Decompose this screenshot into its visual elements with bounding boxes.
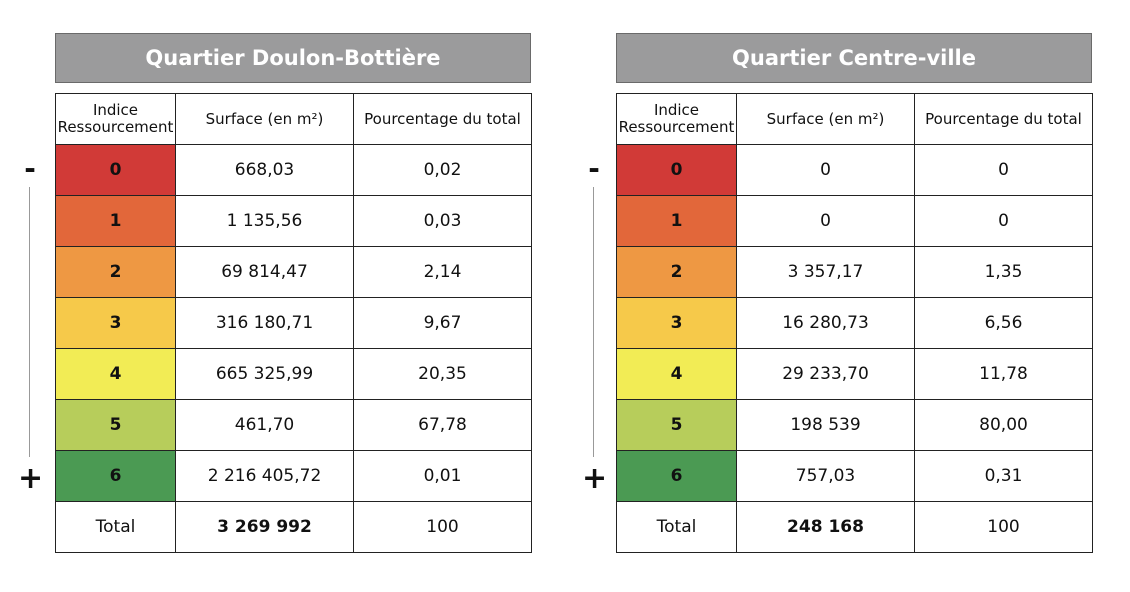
index-cell: 2 <box>616 246 737 298</box>
data-table: Indice Ressourcement Surface (en m²) Pou… <box>616 93 1093 553</box>
percentage-cell: 2,14 <box>353 246 532 298</box>
table-row: 5 198 539 80,00 <box>616 399 1093 451</box>
scale-plus-sign: + <box>18 461 44 496</box>
table-row: 3 316 180,71 9,67 <box>55 297 532 349</box>
total-row: Total 248 168 100 <box>616 501 1093 553</box>
percentage-cell: 0 <box>914 144 1093 196</box>
percentage-cell: 0 <box>914 195 1093 247</box>
percentage-cell: 20,35 <box>353 348 532 400</box>
index-cell: 2 <box>55 246 176 298</box>
header-pourcentage: Pourcentage du total <box>914 93 1093 145</box>
surface-cell: 198 539 <box>736 399 915 451</box>
surface-cell: 757,03 <box>736 450 915 502</box>
surface-cell: 0 <box>736 144 915 196</box>
surface-cell: 461,70 <box>175 399 354 451</box>
percentage-cell: 6,56 <box>914 297 1093 349</box>
surface-cell: 69 814,47 <box>175 246 354 298</box>
percentage-cell: 67,78 <box>353 399 532 451</box>
index-cell: 4 <box>616 348 737 400</box>
table-row: 2 3 357,17 1,35 <box>616 246 1093 298</box>
index-cell: 6 <box>55 450 176 502</box>
panel-centre-ville: Quartier Centre-ville Indice Ressourceme… <box>616 33 1093 553</box>
scale-line <box>29 187 30 457</box>
table-row: 6 757,03 0,31 <box>616 450 1093 502</box>
index-cell: 0 <box>616 144 737 196</box>
scale-line <box>593 187 594 457</box>
scale-minus-sign: - <box>24 152 36 185</box>
surface-cell: 1 135,56 <box>175 195 354 247</box>
table-row: 4 665 325,99 20,35 <box>55 348 532 400</box>
index-cell: 0 <box>55 144 176 196</box>
surface-cell: 0 <box>736 195 915 247</box>
index-cell: 3 <box>55 297 176 349</box>
index-cell: 3 <box>616 297 737 349</box>
table-row: 5 461,70 67,78 <box>55 399 532 451</box>
table-row: 1 0 0 <box>616 195 1093 247</box>
total-surface: 3 269 992 <box>175 501 354 553</box>
total-row: Total 3 269 992 100 <box>55 501 532 553</box>
scale-left: - + <box>18 147 43 494</box>
index-cell: 1 <box>616 195 737 247</box>
header-indice: Indice Ressourcement <box>616 93 737 145</box>
total-label: Total <box>616 501 737 553</box>
percentage-cell: 1,35 <box>914 246 1093 298</box>
total-percentage: 100 <box>353 501 532 553</box>
percentage-cell: 0,01 <box>353 450 532 502</box>
panel-title: Quartier Doulon-Bottière <box>55 33 531 83</box>
index-cell: 6 <box>616 450 737 502</box>
panel-doulon-bottiere: Quartier Doulon-Bottière Indice Ressourc… <box>55 33 532 553</box>
surface-cell: 16 280,73 <box>736 297 915 349</box>
index-cell: 1 <box>55 195 176 247</box>
surface-cell: 665 325,99 <box>175 348 354 400</box>
header-indice: Indice Ressourcement <box>55 93 176 145</box>
scale-plus-sign: + <box>582 461 608 496</box>
panel-title: Quartier Centre-ville <box>616 33 1092 83</box>
index-cell: 4 <box>55 348 176 400</box>
total-label: Total <box>55 501 176 553</box>
total-percentage: 100 <box>914 501 1093 553</box>
surface-cell: 2 216 405,72 <box>175 450 354 502</box>
percentage-cell: 0,31 <box>914 450 1093 502</box>
percentage-cell: 9,67 <box>353 297 532 349</box>
index-cell: 5 <box>616 399 737 451</box>
surface-cell: 3 357,17 <box>736 246 915 298</box>
header-surface: Surface (en m²) <box>736 93 915 145</box>
scale-right: - + <box>582 147 607 494</box>
percentage-cell: 11,78 <box>914 348 1093 400</box>
table-row: 1 1 135,56 0,03 <box>55 195 532 247</box>
header-pourcentage: Pourcentage du total <box>353 93 532 145</box>
table-row: 6 2 216 405,72 0,01 <box>55 450 532 502</box>
header-row: Indice Ressourcement Surface (en m²) Pou… <box>55 93 532 145</box>
table-row: 0 668,03 0,02 <box>55 144 532 196</box>
surface-cell: 29 233,70 <box>736 348 915 400</box>
table-row: 4 29 233,70 11,78 <box>616 348 1093 400</box>
header-surface: Surface (en m²) <box>175 93 354 145</box>
data-table: Indice Ressourcement Surface (en m²) Pou… <box>55 93 532 553</box>
table-row: 3 16 280,73 6,56 <box>616 297 1093 349</box>
table-row: 2 69 814,47 2,14 <box>55 246 532 298</box>
percentage-cell: 80,00 <box>914 399 1093 451</box>
scale-minus-sign: - <box>588 152 600 185</box>
percentage-cell: 0,02 <box>353 144 532 196</box>
header-row: Indice Ressourcement Surface (en m²) Pou… <box>616 93 1093 145</box>
percentage-cell: 0,03 <box>353 195 532 247</box>
total-surface: 248 168 <box>736 501 915 553</box>
surface-cell: 316 180,71 <box>175 297 354 349</box>
index-cell: 5 <box>55 399 176 451</box>
table-row: 0 0 0 <box>616 144 1093 196</box>
surface-cell: 668,03 <box>175 144 354 196</box>
